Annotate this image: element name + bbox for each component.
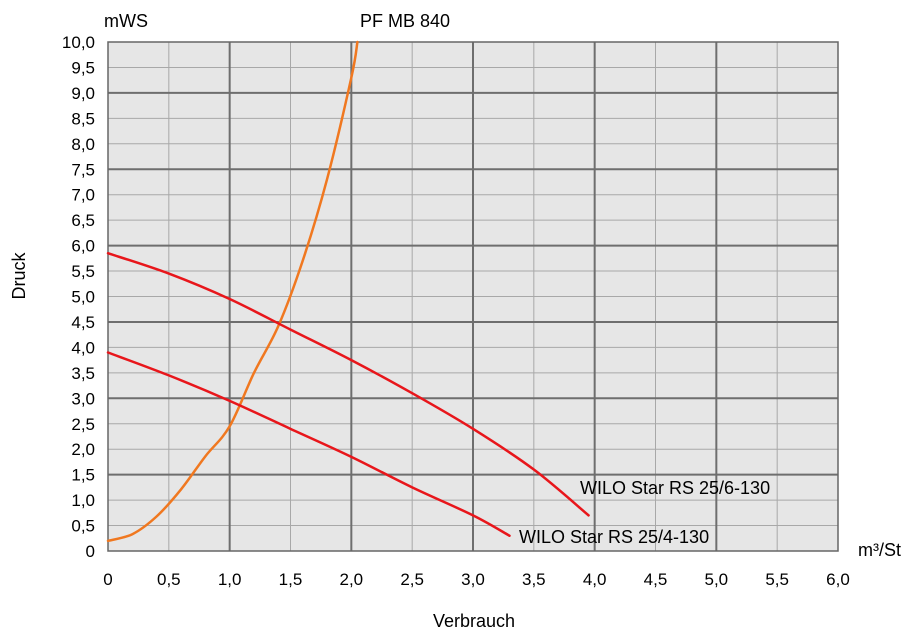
x-tick-label: 5,0: [705, 570, 729, 589]
y-tick-label: 4,0: [71, 338, 95, 357]
y-tick-label: 2,5: [71, 415, 95, 434]
y-tick-label: 10,0: [62, 33, 95, 52]
y-tick-labels: 0 0,5 1,0 1,5 2,0 2,5 3,0 3,5 4,0 4,5 5,0 5,5 6,0 6,5…: [62, 33, 95, 561]
y-axis-label: Druck: [9, 252, 29, 300]
x-tick-label: 0,5: [157, 570, 181, 589]
y-tick-label: 9,0: [71, 84, 95, 103]
plot-border: [107, 41, 839, 552]
x-tick-label: 3,5: [522, 570, 546, 589]
x-tick-label: 0: [103, 570, 112, 589]
y-tick-label: 6,0: [71, 237, 95, 256]
x-tick-labels: 0 0,5 1,0 1,5 2,0 2,5 3,0 3,5 4,0 4,5 5,0 5,5 6,0: [103, 570, 850, 589]
y-tick-label: 9,5: [71, 58, 95, 77]
series-line-wilo-25-6-130: [106, 251, 590, 517]
y-tick-label: 6,5: [71, 211, 95, 230]
major-gridlines: [108, 42, 838, 551]
y-tick-label: 8,0: [71, 135, 95, 154]
x-tick-label: 6,0: [826, 570, 850, 589]
y-tick-label: 7,5: [71, 160, 95, 179]
y-tick-label: 5,0: [71, 288, 95, 307]
x-tick-label: 2,5: [400, 570, 424, 589]
y-tick-label: 2,0: [71, 440, 95, 459]
y-tick-label: 5,5: [71, 262, 95, 281]
series-label-wilo-25-4-130: WILO Star RS 25/4-130: [519, 527, 709, 547]
series-label-wilo-25-6-130: WILO Star RS 25/6-130: [580, 478, 770, 498]
x-tick-label: 1,5: [279, 570, 303, 589]
y-tick-label: 3,0: [71, 389, 95, 408]
y-tick-label: 0: [86, 542, 95, 561]
x-tick-label: 4,5: [644, 570, 668, 589]
y-tick-label: 7,0: [71, 186, 95, 205]
series-label-pf-mb-840: PF MB 840: [360, 11, 450, 31]
y-tick-label: 1,5: [71, 466, 95, 485]
series-layer: [106, 40, 590, 543]
x-tick-label: 1,0: [218, 570, 242, 589]
series-line-pf-mb-840: [106, 40, 359, 543]
x-tick-label: 2,0: [340, 570, 364, 589]
y-unit-label: mWS: [104, 11, 148, 31]
y-tick-label: 8,5: [71, 109, 95, 128]
x-tick-label: 3,0: [461, 570, 485, 589]
x-axis-label: Verbrauch: [433, 611, 515, 631]
x-tick-label: 4,0: [583, 570, 607, 589]
y-tick-label: 3,5: [71, 364, 95, 383]
series-line-wilo-25-4-130: [106, 351, 511, 537]
x-unit-label: m³/St: [858, 540, 901, 560]
x-tick-label: 5,5: [765, 570, 789, 589]
y-tick-label: 1,0: [71, 491, 95, 510]
y-tick-label: 0,5: [71, 517, 95, 536]
y-tick-label: 4,5: [71, 313, 95, 332]
